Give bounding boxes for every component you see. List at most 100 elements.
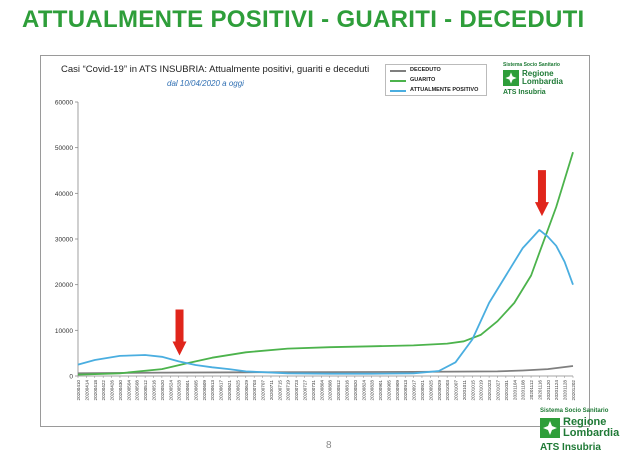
x-tick-label: 20200820 bbox=[353, 380, 358, 401]
slide-title: ATTUALMENTE POSITIVI - GUARITI - DECEDUT… bbox=[22, 6, 585, 33]
x-tick-label: 20201023 bbox=[487, 380, 492, 401]
y-tick-label: 50000 bbox=[55, 145, 73, 152]
x-tick-label: 20200824 bbox=[361, 380, 366, 401]
legend-item-positivo: ATTUALMENTE POSITIVO bbox=[386, 85, 486, 95]
logo-name: Regione Lombardia bbox=[522, 70, 563, 86]
legend-swatch-deceduto bbox=[390, 69, 406, 72]
x-tick-label: 20200711 bbox=[269, 380, 274, 401]
annotation-arrow-right bbox=[534, 170, 549, 217]
footer-logo: Sistema Socio Sanitario Regione Lombardi… bbox=[540, 408, 619, 453]
series-line-deceduto bbox=[77, 365, 574, 375]
x-tick-label: 20200929 bbox=[437, 380, 442, 401]
y-tick-label: 30000 bbox=[55, 237, 73, 244]
x-tick-label: 20200719 bbox=[286, 380, 291, 401]
x-tick-label: 20200512 bbox=[143, 380, 148, 401]
series-line-attualmente-positivo bbox=[77, 228, 574, 375]
legend-item-deceduto: DECEDUTO bbox=[386, 65, 486, 75]
x-tick-label: 20201112 bbox=[529, 380, 534, 400]
x-tick-label: 20201027 bbox=[495, 380, 500, 401]
x-tick-label: 20200524 bbox=[168, 380, 173, 401]
x-tick-label: 20200731 bbox=[311, 380, 316, 401]
x-tick-label: 20200909 bbox=[395, 380, 400, 401]
x-tick-label: 20200617 bbox=[219, 380, 224, 401]
chart-logo: Sistema Socio Sanitario Regione Lombardi… bbox=[503, 62, 563, 96]
x-tick-label: 20200707 bbox=[261, 380, 266, 401]
legend-swatch-positivo bbox=[390, 89, 406, 92]
x-tick-label: 20200917 bbox=[412, 380, 417, 401]
x-tick-label: 20200410 bbox=[76, 380, 81, 401]
x-tick-label: 20200715 bbox=[277, 380, 282, 401]
y-tick-label: 40000 bbox=[55, 191, 73, 198]
y-tick-label: 0 bbox=[69, 374, 73, 381]
regione-lombardia-footer-icon bbox=[540, 418, 560, 438]
logo-top-label: Sistema Socio Sanitario bbox=[503, 62, 560, 68]
x-tick-label: 20201108 bbox=[521, 380, 526, 401]
x-tick-label: 20200625 bbox=[235, 380, 240, 401]
x-tick-label: 20200430 bbox=[118, 380, 123, 401]
logo-line1: Regione bbox=[522, 69, 554, 78]
legend-label-guarito: GUARITO bbox=[410, 77, 436, 83]
x-tick-label: 20200418 bbox=[93, 380, 98, 401]
chart-title: Casi “Covid-19” in ATS INSUBRIA: Attualm… bbox=[61, 64, 370, 75]
legend-item-guarito: GUARITO bbox=[386, 75, 486, 85]
x-tick-label: 20201104 bbox=[512, 380, 517, 401]
x-tick-label: 20200925 bbox=[428, 380, 433, 401]
x-tick-label: 20200601 bbox=[185, 380, 190, 401]
x-tick-label: 20200508 bbox=[135, 380, 140, 401]
footer-logo-top-label: Sistema Socio Sanitario bbox=[540, 408, 609, 414]
x-tick-label: 20200414 bbox=[84, 380, 89, 401]
x-tick-label: 20200804 bbox=[319, 380, 324, 401]
x-tick-label: 20200422 bbox=[101, 380, 106, 401]
x-tick-label: 20200905 bbox=[386, 380, 391, 401]
x-tick-label: 20201116 bbox=[537, 380, 542, 400]
legend-label-positivo: ATTUALMENTE POSITIVO bbox=[410, 87, 479, 93]
footer-logo-line1: Regione bbox=[563, 416, 607, 428]
x-tick-label: 20200426 bbox=[110, 380, 115, 401]
x-tick-label: 20201003 bbox=[445, 380, 450, 401]
x-tick-label: 20200520 bbox=[160, 380, 165, 401]
x-tick-label: 20200913 bbox=[403, 380, 408, 401]
x-tick-label: 20200921 bbox=[420, 380, 425, 401]
y-tick-label: 20000 bbox=[55, 282, 73, 289]
y-tick-label: 10000 bbox=[55, 328, 73, 335]
x-tick-label: 20200528 bbox=[177, 380, 182, 401]
x-tick-label: 20200828 bbox=[370, 380, 375, 401]
x-tick-label: 20200605 bbox=[193, 380, 198, 401]
x-tick-label: 20200504 bbox=[126, 380, 131, 401]
y-tick-label: 60000 bbox=[55, 100, 73, 107]
x-tick-label: 20200901 bbox=[378, 380, 383, 401]
footer-logo-ats: ATS Insubria bbox=[540, 442, 601, 453]
x-tick-label: 20200703 bbox=[252, 380, 257, 401]
x-tick-label: 20200629 bbox=[244, 380, 249, 401]
x-tick-label: 20200816 bbox=[344, 380, 349, 401]
legend-swatch-guarito bbox=[390, 79, 406, 82]
chart-subtitle: dal 10/04/2020 a oggi bbox=[167, 79, 244, 88]
x-tick-label: 20200812 bbox=[336, 380, 341, 401]
series-line-guarito bbox=[77, 151, 574, 376]
x-tick-label: 20201124 bbox=[554, 380, 559, 401]
x-tick-label: 20200609 bbox=[202, 380, 207, 401]
x-tick-label: 20200621 bbox=[227, 380, 232, 401]
x-tick-label: 20200516 bbox=[152, 380, 157, 401]
chart-legend: DECEDUTO GUARITO ATTUALMENTE POSITIVO bbox=[385, 64, 487, 96]
logo-line2: Lombardia bbox=[522, 77, 563, 86]
page-number: 8 bbox=[326, 440, 332, 451]
legend-label-deceduto: DECEDUTO bbox=[410, 67, 441, 73]
x-tick-label: 20201011 bbox=[462, 380, 467, 401]
logo-ats: ATS Insubria bbox=[503, 89, 546, 96]
x-tick-label: 20201015 bbox=[470, 380, 475, 401]
x-tick-label: 20201031 bbox=[504, 380, 509, 401]
x-tick-label: 20200808 bbox=[328, 380, 333, 401]
x-tick-label: 20200613 bbox=[210, 380, 215, 401]
x-tick-label: 20201120 bbox=[546, 380, 551, 401]
x-tick-label: 20201202 bbox=[571, 380, 576, 401]
x-tick-label: 20201128 bbox=[563, 380, 568, 401]
chart-frame: 0 10000 20000 30000 40000 50000 60000 20200410 2… bbox=[40, 55, 590, 427]
x-tick-label: 20201007 bbox=[454, 380, 459, 401]
x-tick-label: 20201019 bbox=[479, 380, 484, 401]
regione-lombardia-icon bbox=[503, 70, 519, 86]
x-tick-label: 20200723 bbox=[294, 380, 299, 401]
x-tick-label: 20200727 bbox=[303, 380, 308, 401]
footer-logo-name: Regione Lombardia bbox=[563, 417, 619, 439]
